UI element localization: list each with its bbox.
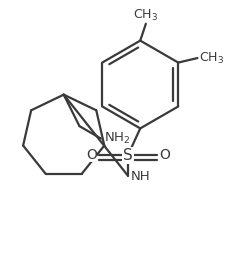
Text: NH$_2$: NH$_2$ <box>104 131 130 146</box>
Text: O: O <box>86 148 96 162</box>
Text: CH$_3$: CH$_3$ <box>198 51 223 66</box>
Text: O: O <box>158 148 169 162</box>
Text: CH$_3$: CH$_3$ <box>133 8 158 23</box>
Text: S: S <box>123 148 132 163</box>
Text: NH: NH <box>131 170 150 183</box>
